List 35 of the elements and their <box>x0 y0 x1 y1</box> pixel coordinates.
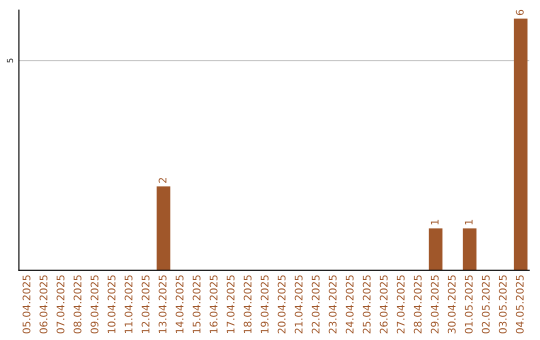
x-tick-label: 26.04.2025 <box>380 275 388 334</box>
x-tick-label: 25.04.2025 <box>362 275 371 334</box>
data-label: 1 <box>464 220 473 224</box>
x-tick-label: 29.04.2025 <box>430 275 439 334</box>
x-tick-label: 07.04.2025 <box>56 275 64 334</box>
data-label: 1 <box>430 220 439 224</box>
data-label: 2 <box>158 178 166 183</box>
x-tick-label: 11.04.2025 <box>124 275 132 333</box>
x-tick-label: 24.04.2025 <box>346 275 354 334</box>
y-tick-label: 5 <box>6 58 14 63</box>
x-tick-label: 05.04.2025 <box>22 275 30 334</box>
x-tick-label: 17.04.2025 <box>226 275 235 333</box>
x-tick-label: 02.05.2025 <box>482 275 490 334</box>
x-tick-label: 15.04.2025 <box>192 275 201 333</box>
x-tick-label: 22.04.2025 <box>312 275 320 334</box>
x-tick-label: 19.04.2025 <box>260 275 269 333</box>
x-tick-label: 21.04.2025 <box>294 275 303 334</box>
x-tick-label: 03.05.2025 <box>498 275 507 334</box>
x-tick-label: 06.04.2025 <box>40 275 48 334</box>
x-tick-label: 28.04.2025 <box>414 275 422 334</box>
x-tick-label: 18.04.2025 <box>244 275 252 333</box>
x-tick-label: 09.04.2025 <box>90 275 98 334</box>
x-tick-label: 10.04.2025 <box>108 275 116 333</box>
data-label: 6 <box>516 10 524 16</box>
x-tick-label: 27.04.2025 <box>396 275 405 334</box>
x-tick-label: 23.04.2025 <box>328 275 337 334</box>
x-tick-label: 01.05.2025 <box>464 275 473 334</box>
x-tick-label: 16.04.2025 <box>210 275 218 333</box>
x-tick-label: 08.04.2025 <box>74 275 82 334</box>
x-tick-label: 13.04.2025 <box>158 275 167 333</box>
x-tick-label: 04.05.2025 <box>516 275 524 334</box>
x-tick-label: 12.04.2025 <box>142 275 150 333</box>
x-tick-label: 30.04.2025 <box>448 275 456 334</box>
x-tick-label: 14.04.2025 <box>176 275 184 333</box>
x-tick-label: 20.04.2025 <box>278 275 286 334</box>
